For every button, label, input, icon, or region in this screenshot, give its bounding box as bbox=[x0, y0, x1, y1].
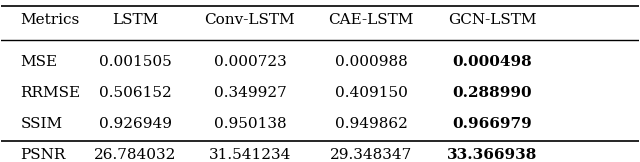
Text: 26.784032: 26.784032 bbox=[94, 148, 177, 162]
Text: GCN-LSTM: GCN-LSTM bbox=[448, 13, 536, 27]
Text: 0.950138: 0.950138 bbox=[214, 117, 286, 131]
Text: Metrics: Metrics bbox=[20, 13, 80, 27]
Text: 29.348347: 29.348347 bbox=[330, 148, 412, 162]
Text: 0.000988: 0.000988 bbox=[335, 55, 407, 69]
Text: 31.541234: 31.541234 bbox=[209, 148, 291, 162]
Text: 33.366938: 33.366938 bbox=[447, 148, 537, 162]
Text: 0.409150: 0.409150 bbox=[335, 86, 408, 100]
Text: CAE-LSTM: CAE-LSTM bbox=[328, 13, 413, 27]
Text: MSE: MSE bbox=[20, 55, 58, 69]
Text: 0.349927: 0.349927 bbox=[214, 86, 286, 100]
Text: Conv-LSTM: Conv-LSTM bbox=[205, 13, 295, 27]
Text: 0.966979: 0.966979 bbox=[452, 117, 532, 131]
Text: 0.506152: 0.506152 bbox=[99, 86, 172, 100]
Text: 0.288990: 0.288990 bbox=[452, 86, 532, 100]
Text: RRMSE: RRMSE bbox=[20, 86, 81, 100]
Text: LSTM: LSTM bbox=[112, 13, 158, 27]
Text: 0.001505: 0.001505 bbox=[99, 55, 172, 69]
Text: 0.949862: 0.949862 bbox=[335, 117, 408, 131]
Text: PSNR: PSNR bbox=[20, 148, 66, 162]
Text: SSIM: SSIM bbox=[20, 117, 63, 131]
Text: 0.000723: 0.000723 bbox=[214, 55, 286, 69]
Text: 0.000498: 0.000498 bbox=[452, 55, 532, 69]
Text: 0.926949: 0.926949 bbox=[99, 117, 172, 131]
